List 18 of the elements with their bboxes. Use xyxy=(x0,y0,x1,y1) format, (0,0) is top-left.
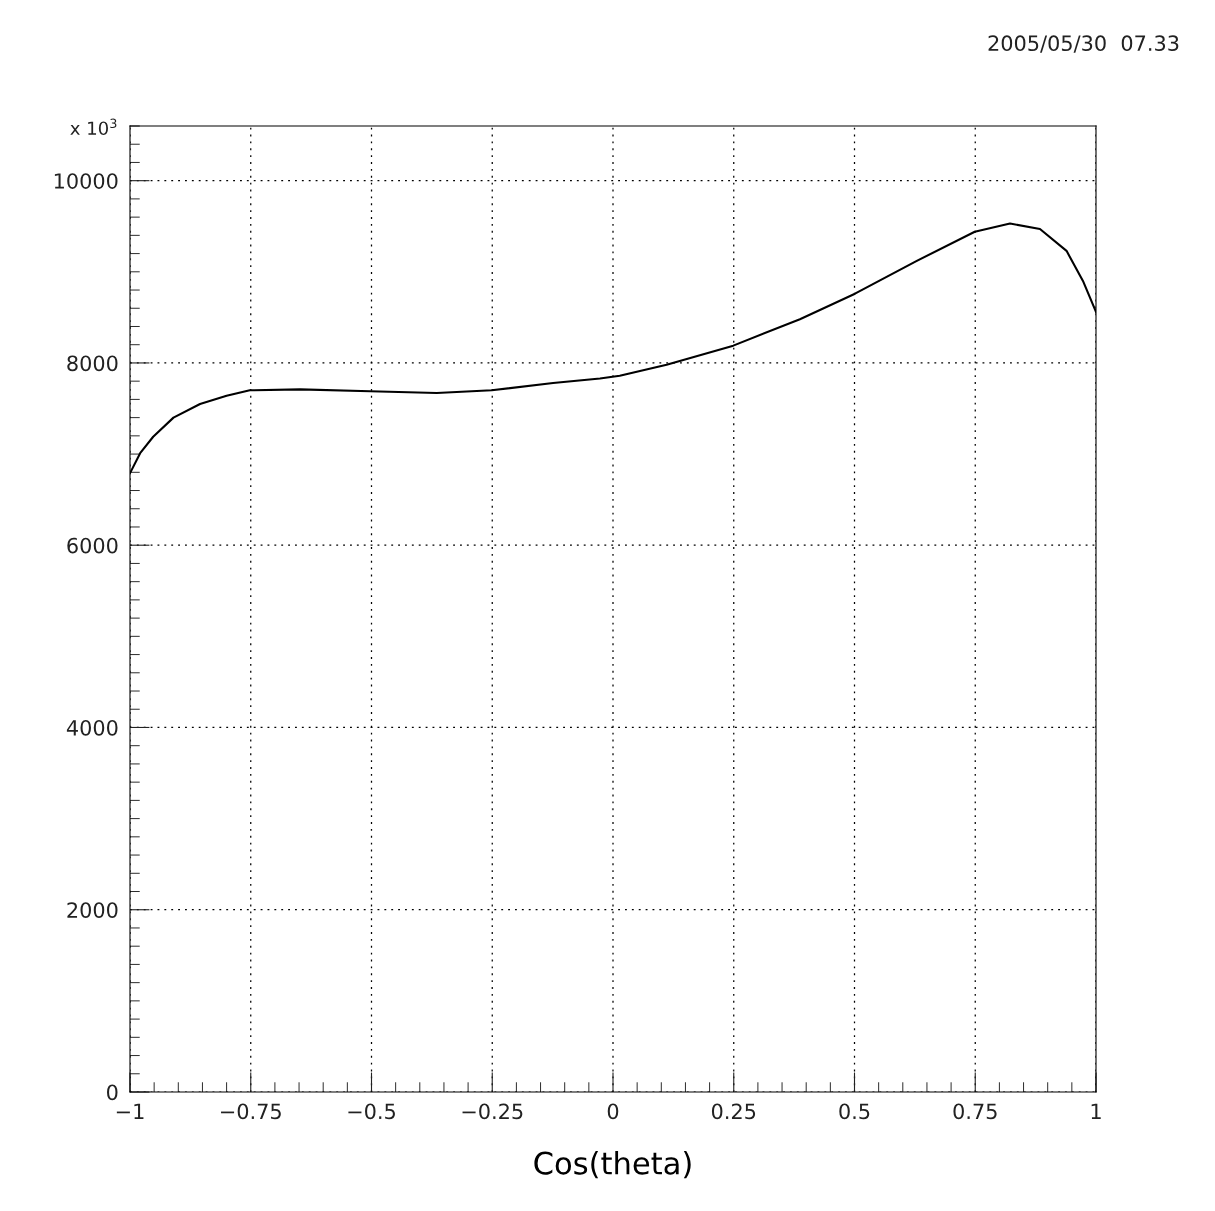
text: x 10$^{3}$ xyxy=(70,118,117,136)
x-axis-title: Cos(theta) xyxy=(534,1151,691,1179)
y-tick-label: 10000 xyxy=(54,173,118,189)
x-tick-label: −0.25 xyxy=(462,1103,523,1120)
text: 2005/05/30 07.33 xyxy=(988,35,1179,53)
y-tick-label: 6000 xyxy=(67,537,118,554)
x-tick-label: −1 xyxy=(116,1103,144,1119)
y-tick-label: 0 xyxy=(107,1084,118,1101)
y-tick-label: 8000 xyxy=(67,355,118,372)
y-tick-label: 2000 xyxy=(67,902,118,918)
x-tick-label: 0.5 xyxy=(839,1103,870,1120)
x-tick-label: −0.5 xyxy=(348,1103,395,1120)
x-tick-label: −0.75 xyxy=(221,1103,281,1120)
x-tick-label: 0.75 xyxy=(953,1103,997,1120)
x-tick-label: 0 xyxy=(607,1103,619,1120)
x-tick-label: 0.25 xyxy=(711,1103,756,1120)
x-tick-label: 1 xyxy=(1091,1103,1101,1119)
y-tick-label: 4000 xyxy=(66,719,118,736)
